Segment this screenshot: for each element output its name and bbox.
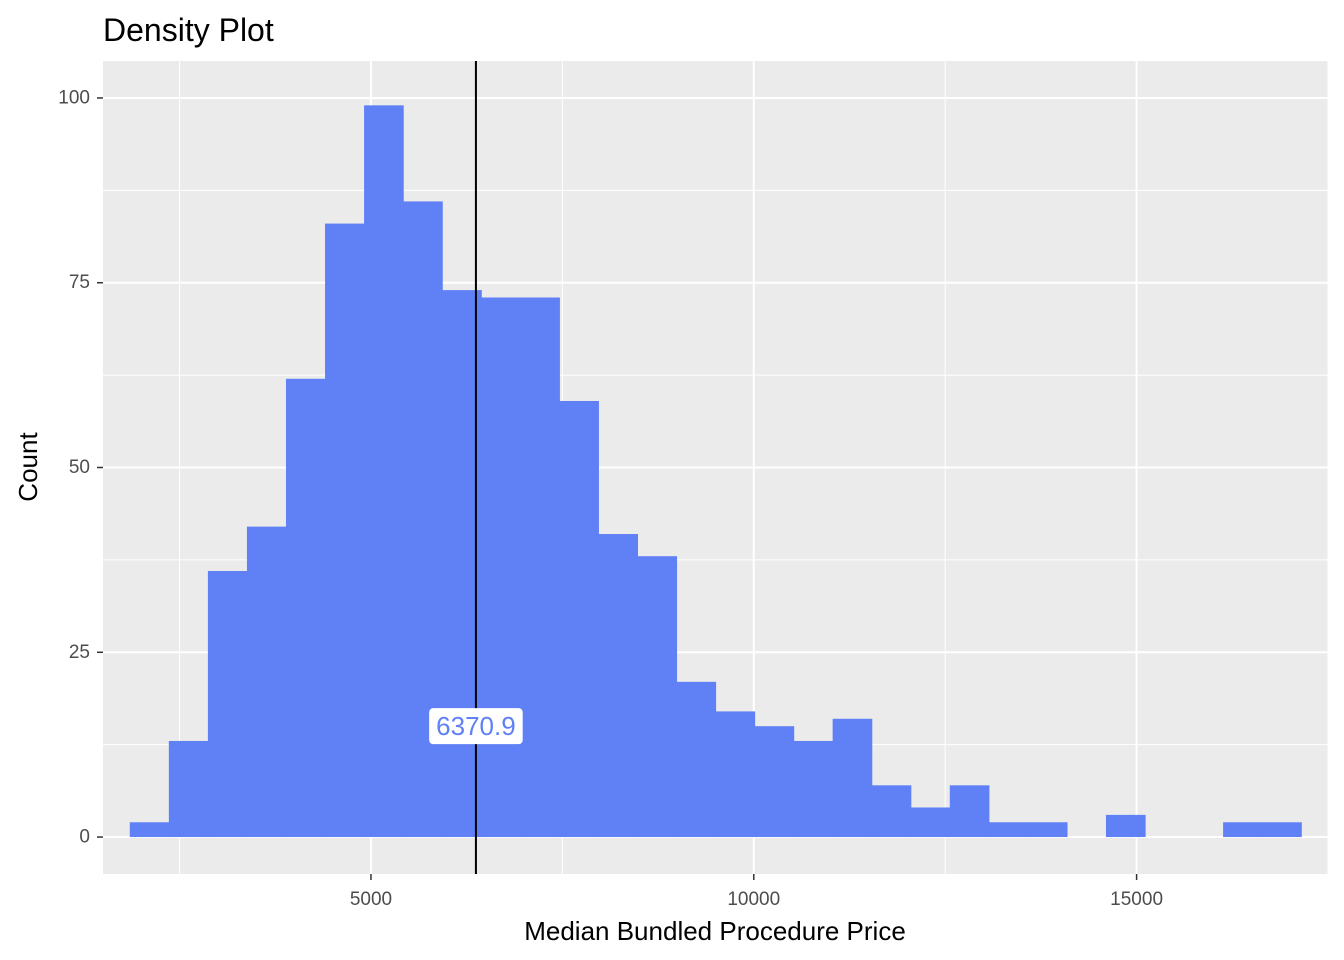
histogram-bar <box>832 718 873 838</box>
x-tick-label: 15000 <box>1110 889 1163 910</box>
y-axis-title: Count <box>13 432 43 502</box>
median-label: 6370.9 <box>436 711 516 741</box>
histogram-bar <box>1105 814 1146 838</box>
x-tick-label: 5000 <box>350 889 392 910</box>
histogram-bar <box>364 105 404 838</box>
histogram-bar <box>637 556 678 838</box>
y-axis-ticks: 0 25 50 75 100 <box>58 87 103 848</box>
histogram-bar <box>481 297 521 838</box>
histogram-bar <box>1223 822 1263 838</box>
median-label-box <box>429 708 523 745</box>
y-tick-label: 100 <box>58 87 90 108</box>
chart-title: Density Plot <box>103 12 274 48</box>
histogram-bar <box>285 378 326 838</box>
histogram-bar <box>715 711 756 838</box>
y-tick-label: 0 <box>79 827 90 848</box>
y-tick-label: 50 <box>69 457 90 478</box>
y-tick-label: 25 <box>69 642 90 663</box>
histogram-bar <box>520 297 560 838</box>
histogram-bar <box>949 785 990 838</box>
histogram-bar <box>246 526 287 838</box>
histogram-bar <box>325 223 365 838</box>
histogram-bar <box>1262 822 1302 838</box>
histogram-bar <box>754 726 795 838</box>
x-axis-title: Median Bundled Procedure Price <box>524 916 906 946</box>
x-axis-ticks: 5000 10000 15000 <box>350 874 1163 910</box>
histogram-bar <box>910 807 951 838</box>
histogram-bar <box>129 822 170 838</box>
histogram-bar <box>559 400 599 838</box>
histogram-bar <box>793 740 834 838</box>
histogram-bar <box>168 740 209 838</box>
histogram-bar <box>207 570 248 838</box>
histogram-bar <box>676 681 717 838</box>
histogram-bar <box>1027 822 1068 838</box>
histogram-bar <box>988 822 1029 838</box>
y-tick-label: 75 <box>69 272 90 293</box>
x-tick-label: 10000 <box>727 889 780 910</box>
histogram-bar <box>598 534 639 838</box>
histogram-bar <box>871 785 912 838</box>
